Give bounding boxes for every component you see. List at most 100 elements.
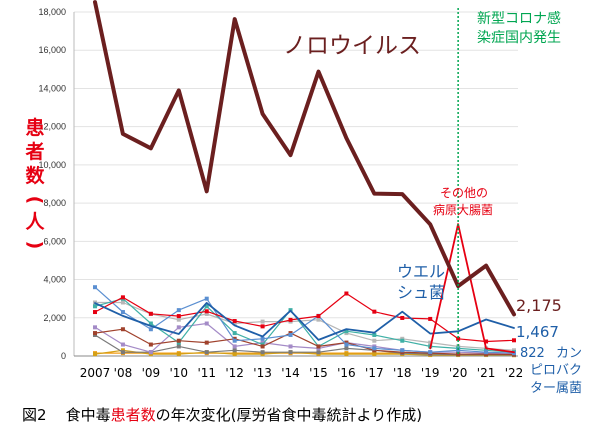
y-axis-ticks: 0 2,000 4,000 6,000 8,000 10,000 12,000 14,000 1…	[38, 7, 66, 361]
x-tick-label: '11	[197, 366, 216, 380]
y-tick-label: 18,000	[38, 7, 66, 17]
series-point	[484, 339, 489, 344]
covid-annotation-line2: 染症国内発生	[477, 30, 561, 46]
y-tick-label: 10,000	[38, 160, 66, 170]
series-line-0	[93, 0, 516, 317]
campylobacter-label-line3: ター属菌	[530, 381, 582, 396]
series-point	[148, 342, 153, 347]
series-point	[204, 304, 209, 309]
y-tick-label: 4,000	[43, 275, 66, 285]
series-point	[400, 315, 405, 320]
x-tick-label: '12	[225, 366, 244, 380]
series-line-9	[94, 334, 515, 356]
series-point	[456, 352, 461, 357]
series-point	[260, 324, 265, 329]
series-lines	[93, 0, 516, 358]
x-tick-label: '18	[393, 366, 412, 380]
axes	[73, 12, 518, 357]
y-axis-label: 患者数 (人)	[24, 116, 46, 249]
series-point	[316, 314, 321, 319]
series-point	[316, 350, 321, 355]
series-point	[372, 309, 377, 314]
y-tick-label: 16,000	[38, 45, 66, 55]
x-tick-label: '19	[421, 366, 440, 380]
series-point	[372, 332, 377, 337]
series-point	[260, 350, 265, 355]
series-point	[428, 340, 433, 345]
series-point	[176, 352, 181, 357]
figure-caption: 図2 食中毒患者数の年次変化(厚労省食中毒統計より作成)	[22, 404, 422, 425]
series-point	[93, 352, 97, 357]
series-point	[344, 329, 349, 334]
series-point	[372, 346, 377, 351]
series-point	[204, 311, 209, 316]
y-axis-label-char: )	[24, 241, 46, 250]
series-point	[93, 304, 97, 309]
series-point	[93, 325, 97, 330]
series-point	[148, 350, 153, 355]
x-tick-label: '08	[114, 366, 133, 380]
x-tick-label: '15	[309, 366, 328, 380]
series-point	[148, 311, 153, 316]
series-point	[512, 351, 516, 356]
campylobacter-label-line1: カン	[556, 346, 582, 361]
line-chart: 0 2,000 4,000 6,000 8,000 10,000 12,000 14,000 1…	[24, 0, 582, 396]
series-point	[176, 344, 181, 349]
welch-label-line2: シュ菌	[397, 283, 445, 302]
y-axis-label-char: 患	[25, 116, 44, 139]
series-point	[288, 350, 293, 355]
series-point	[428, 350, 433, 355]
series-point	[232, 348, 237, 353]
covid-annotation-line1: 新型コロナ感	[477, 10, 561, 27]
series-point	[93, 331, 97, 336]
norovirus-label: ノロウイルス	[283, 33, 421, 59]
x-tick-label: '14	[281, 366, 300, 380]
welch-label-line1: ウエル	[397, 262, 445, 281]
series-line-5	[94, 328, 515, 356]
series-point	[176, 325, 181, 330]
y-tick-label: 0	[61, 351, 66, 361]
series-line-2	[94, 301, 515, 341]
y-tick-label: 8,000	[43, 198, 66, 208]
y-axis-label-char: 数	[25, 164, 45, 187]
x-tick-label: '17	[365, 366, 384, 380]
series-point	[428, 316, 433, 321]
campylobacter-label-line2: ピロバク	[530, 363, 582, 378]
series-point	[93, 310, 97, 315]
series-point	[232, 331, 237, 336]
y-axis-label-char: 者	[25, 141, 44, 163]
x-tick-label: '10	[170, 366, 189, 380]
series-point	[260, 344, 265, 349]
series-point	[204, 309, 209, 314]
x-tick-label: 2007	[80, 366, 111, 380]
series-point	[288, 317, 293, 322]
series-line-10	[94, 349, 515, 356]
grid-lines	[74, 11, 518, 357]
y-tick-label: 6,000	[43, 236, 66, 246]
series-point	[148, 327, 153, 332]
series-point	[204, 350, 209, 355]
x-tick-label: '16	[337, 366, 356, 380]
y-axis-label-char: (	[24, 196, 46, 205]
series-point	[232, 319, 237, 324]
series-point	[372, 352, 377, 357]
x-tick-label: '21	[477, 366, 496, 380]
series-point	[232, 338, 237, 343]
series-point	[232, 321, 237, 326]
series-point	[260, 319, 265, 324]
series-point	[120, 350, 125, 355]
series-line-6	[94, 298, 515, 353]
series-point	[204, 340, 209, 345]
norovirus-2022-value: 2,175	[516, 296, 562, 315]
series-point	[120, 295, 125, 300]
series-point	[148, 321, 153, 326]
series-point	[232, 344, 237, 349]
series-point	[456, 348, 461, 353]
other-ecoli-label-line2: 病原大腸菌	[433, 202, 493, 217]
series-point	[204, 296, 209, 301]
series-point	[260, 336, 265, 341]
series-point	[176, 308, 181, 313]
series-point	[288, 332, 293, 337]
series-point	[316, 317, 321, 322]
series-point	[120, 342, 125, 347]
